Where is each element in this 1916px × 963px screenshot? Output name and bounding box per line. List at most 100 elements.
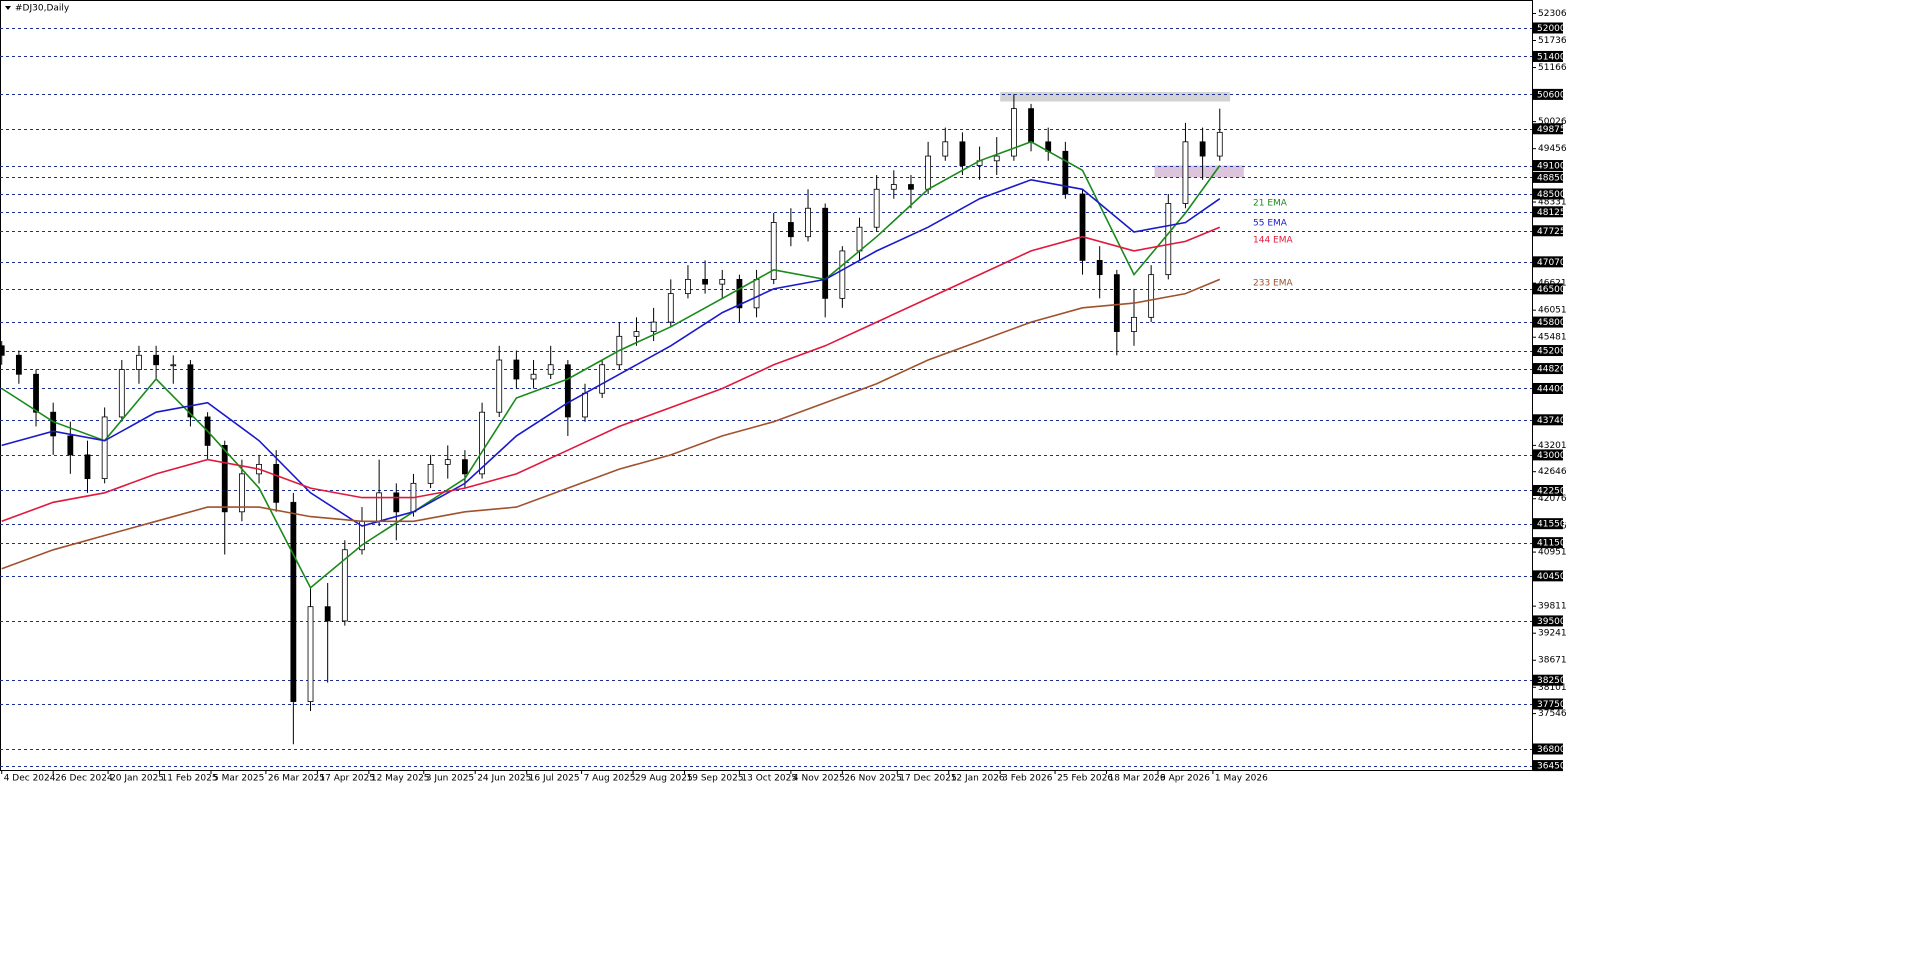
candle-body bbox=[702, 278, 708, 285]
legend-label: 233 EMA bbox=[1253, 279, 1293, 289]
x-tick-label: 18 Mar 2026 bbox=[1109, 774, 1166, 784]
candle-body bbox=[341, 549, 348, 622]
candle-body bbox=[136, 354, 142, 370]
y-tick-label: 39241 bbox=[1538, 629, 1567, 639]
candle-body bbox=[33, 373, 39, 413]
candle-body bbox=[993, 155, 1000, 162]
x-tick-label: 3 Feb 2026 bbox=[1002, 774, 1053, 784]
level-label: 42250 bbox=[1537, 486, 1566, 496]
candle-body bbox=[290, 501, 297, 702]
candle-body bbox=[908, 184, 914, 190]
y-tick-label: 42076 bbox=[1538, 494, 1567, 504]
candle-body bbox=[1165, 203, 1172, 276]
candle-body bbox=[925, 155, 932, 190]
candle-body bbox=[667, 293, 674, 323]
level-label: 46500 bbox=[1537, 285, 1566, 295]
candle-body bbox=[238, 473, 245, 513]
candle-body bbox=[15, 354, 22, 375]
level-label-box bbox=[1533, 188, 1563, 200]
candle-body bbox=[547, 364, 554, 375]
candle-body bbox=[273, 463, 280, 503]
y-tick-label: 51736 bbox=[1538, 36, 1567, 46]
level-label: 48500 bbox=[1537, 190, 1566, 200]
y-tick-label: 52306 bbox=[1538, 9, 1567, 19]
x-tick-label: 26 Dec 2024 bbox=[55, 774, 113, 784]
x-tick-label: 19 Sep 2025 bbox=[687, 774, 744, 784]
level-label: 43000 bbox=[1537, 451, 1566, 461]
y-tick-label: 48331 bbox=[1538, 198, 1567, 208]
candle-body bbox=[787, 222, 794, 238]
level-label-box bbox=[1533, 88, 1563, 100]
candle-body bbox=[1131, 316, 1137, 332]
level-label-box bbox=[1533, 537, 1563, 549]
y-tick-label: 50026 bbox=[1538, 117, 1567, 127]
level-label: 37750 bbox=[1537, 700, 1566, 710]
x-tick-label: 11 Feb 2025 bbox=[162, 774, 218, 784]
candle-body bbox=[1010, 108, 1017, 157]
level-label: 36800 bbox=[1537, 745, 1566, 755]
y-tick-label: 39811 bbox=[1538, 602, 1567, 612]
y-tick-label: 51166 bbox=[1538, 63, 1567, 73]
x-tick-label: 12 May 2025 bbox=[371, 774, 430, 784]
level-label: 44820 bbox=[1537, 365, 1566, 375]
x-tick-label: 16 Jul 2025 bbox=[529, 774, 580, 784]
level-label-box bbox=[1533, 570, 1563, 582]
candle-body bbox=[50, 411, 57, 437]
x-tick-label: 7 Aug 2025 bbox=[584, 774, 636, 784]
candle-body bbox=[1062, 150, 1069, 195]
candle-body bbox=[736, 278, 743, 309]
candle-body bbox=[496, 359, 503, 413]
candle-body bbox=[599, 364, 606, 394]
candle-body bbox=[462, 459, 468, 475]
y-tick-label: 46051 bbox=[1538, 306, 1567, 316]
candle-body bbox=[118, 369, 125, 418]
level-label-box bbox=[1533, 743, 1563, 755]
level-label: 52000 bbox=[1537, 24, 1566, 34]
y-tick-label: 38671 bbox=[1538, 656, 1567, 666]
level-label: 45200 bbox=[1537, 347, 1566, 357]
level-label-box bbox=[1533, 123, 1563, 135]
x-tick-label: 3 Jun 2025 bbox=[426, 774, 474, 784]
y-tick-label: 45481 bbox=[1538, 333, 1567, 343]
x-tick-label: 26 Mar 2025 bbox=[268, 774, 325, 784]
y-tick-label: 38101 bbox=[1538, 683, 1567, 693]
candle-body bbox=[1079, 193, 1086, 261]
level-label-box bbox=[1533, 449, 1563, 461]
ema-line bbox=[1, 140, 1221, 589]
y-tick-label: 40951 bbox=[1538, 548, 1567, 558]
candle-body bbox=[170, 364, 177, 367]
price-zone bbox=[1000, 92, 1231, 102]
x-tick-label: 1 May 2026 bbox=[1215, 774, 1268, 784]
legend-label: 21 EMA bbox=[1253, 199, 1288, 209]
x-tick-label: 4 Nov 2025 bbox=[793, 774, 845, 784]
level-label: 45800 bbox=[1537, 318, 1566, 328]
legend-label: 55 EMA bbox=[1253, 219, 1288, 229]
legend-label: 144 EMA bbox=[1253, 236, 1293, 246]
level-label-box bbox=[1533, 363, 1563, 375]
x-tick-label: 9 Apr 2026 bbox=[1160, 774, 1210, 784]
level-label-box bbox=[1533, 484, 1563, 496]
candle-body bbox=[513, 359, 520, 380]
y-tick-label: 37546 bbox=[1538, 709, 1567, 719]
level-label: 38250 bbox=[1537, 676, 1566, 686]
level-label: 47725 bbox=[1537, 227, 1566, 237]
candle-body bbox=[685, 278, 691, 295]
candle-body bbox=[753, 278, 760, 309]
ema-line bbox=[1, 178, 1221, 527]
ema-line bbox=[1, 226, 1221, 523]
level-label-box bbox=[1533, 760, 1563, 772]
level-label: 48850 bbox=[1537, 173, 1566, 183]
level-label-box bbox=[1533, 698, 1563, 710]
candle-body bbox=[101, 416, 108, 480]
candle-body bbox=[324, 606, 331, 622]
candle-body bbox=[805, 207, 811, 238]
level-label-box bbox=[1533, 674, 1563, 686]
level-label-box bbox=[1533, 50, 1563, 62]
x-tick-label: 17 Apr 2025 bbox=[319, 774, 375, 784]
y-tick-label: 43201 bbox=[1538, 441, 1567, 451]
x-tick-label: 13 Oct 2025 bbox=[741, 774, 797, 784]
candle-body bbox=[890, 184, 897, 190]
title-arrow bbox=[5, 6, 11, 10]
candle-body bbox=[1199, 141, 1206, 157]
